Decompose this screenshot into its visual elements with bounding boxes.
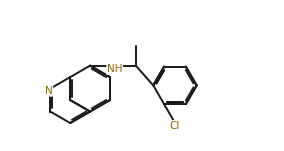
Text: Cl: Cl	[170, 120, 180, 130]
Text: NH: NH	[107, 64, 122, 74]
Text: N: N	[45, 86, 53, 96]
